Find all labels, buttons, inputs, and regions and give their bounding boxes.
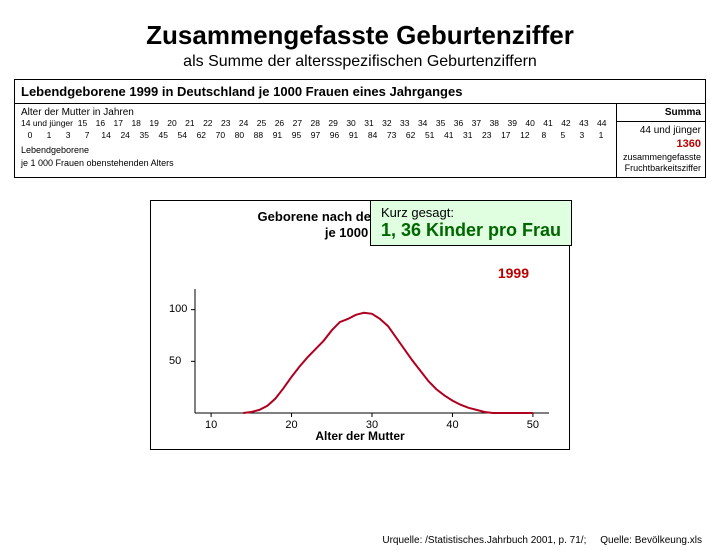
main-title: Zusammengefasste Geburtenziffer	[0, 20, 720, 51]
age-cell: 29	[325, 118, 342, 130]
age-cell: 38	[486, 118, 503, 130]
age-cell: 35	[432, 118, 449, 130]
footnote-1: Lebendgeborene	[21, 145, 610, 155]
age-cell: 20	[164, 118, 181, 130]
value-cell: 91	[268, 130, 286, 142]
value-cell: 7	[78, 130, 96, 142]
value-cell: 41	[440, 130, 458, 142]
age-cell: 22	[199, 118, 216, 130]
value-cell: 80	[230, 130, 248, 142]
value-cell: 3	[59, 130, 77, 142]
y-tick-label: 50	[169, 355, 181, 367]
age-cell: 30	[343, 118, 360, 130]
age-cell: 28	[307, 118, 324, 130]
data-table: Lebendgeborene 1999 in Deutschland je 10…	[14, 79, 706, 178]
value-cell: 1	[40, 130, 58, 142]
source-1: Urquelle: /Statistisches.Jahrbuch 2001, …	[382, 535, 586, 546]
value-cell: 96	[326, 130, 344, 142]
age-cell: 44	[593, 118, 610, 130]
value-cell: 23	[478, 130, 496, 142]
age-cell: 42	[557, 118, 574, 130]
callout-bot: 1, 36 Kinder pro Frau	[381, 220, 561, 241]
summa-label: Summa	[621, 107, 701, 118]
value-cell: 73	[383, 130, 401, 142]
sum-value: 1360	[621, 138, 701, 150]
age-cell: 23	[217, 118, 234, 130]
age-cell: 18	[128, 118, 145, 130]
chart-year: 1999	[498, 265, 529, 281]
sum-age: 44 und jünger	[621, 125, 701, 136]
value-cell: 12	[516, 130, 534, 142]
age-cell: 27	[289, 118, 306, 130]
value-cell: 62	[402, 130, 420, 142]
value-cell: 8	[535, 130, 553, 142]
age-cell: 34	[414, 118, 431, 130]
value-cell: 17	[497, 130, 515, 142]
age-cell: 37	[468, 118, 485, 130]
age-cell: 17	[110, 118, 127, 130]
source-line: Urquelle: /Statistisches.Jahrbuch 2001, …	[382, 535, 702, 546]
value-cell: 62	[192, 130, 210, 142]
subtitle: als Summe der altersspezifischen Geburte…	[0, 53, 720, 71]
value-cell: 24	[116, 130, 134, 142]
value-cell: 35	[135, 130, 153, 142]
source-2: Quelle: Bevölkeung.xls	[600, 535, 702, 546]
value-cell: 1	[592, 130, 610, 142]
callout-box: Kurz gesagt: 1, 36 Kinder pro Frau	[370, 200, 572, 246]
age-cell: 32	[378, 118, 395, 130]
sum-sub2: Fruchtbarkeitsziffer	[621, 163, 701, 174]
age-cell: 21	[181, 118, 198, 130]
table-title: Lebendgeborene 1999 in Deutschland je 10…	[15, 80, 705, 103]
value-cell: 45	[154, 130, 172, 142]
callout-top: Kurz gesagt:	[381, 205, 561, 220]
age-cell: 24	[235, 118, 252, 130]
value-cell: 95	[287, 130, 305, 142]
row-label: Alter der Mutter in Jahren	[21, 107, 610, 118]
y-tick-label: 100	[169, 303, 187, 315]
age-cell: 19	[146, 118, 163, 130]
value-cell: 70	[211, 130, 229, 142]
value-cell: 0	[21, 130, 39, 142]
values-row: 0137142435455462708088919597969184736251…	[21, 130, 610, 142]
value-cell: 3	[573, 130, 591, 142]
value-cell: 88	[249, 130, 267, 142]
value-cell: 97	[306, 130, 324, 142]
ages-row: 14 und jünger151617181920212223242526272…	[21, 118, 610, 130]
age-cell: 33	[396, 118, 413, 130]
value-cell: 14	[97, 130, 115, 142]
sum-sub1: zusammengefasste	[621, 152, 701, 163]
value-cell: 31	[459, 130, 477, 142]
age-cell: 39	[504, 118, 521, 130]
age-cell: 16	[92, 118, 109, 130]
age-cell: 41	[540, 118, 557, 130]
value-cell: 51	[421, 130, 439, 142]
value-cell: 91	[345, 130, 363, 142]
footnote-2: je 1 000 Frauen obenstehenden Alters	[21, 158, 610, 168]
age-cell: 14 und jünger	[21, 118, 73, 130]
age-cell: 36	[450, 118, 467, 130]
plot-area: 501001020304050	[195, 289, 549, 413]
age-cell: 25	[253, 118, 270, 130]
value-cell: 54	[173, 130, 191, 142]
value-cell: 5	[554, 130, 572, 142]
age-cell: 15	[74, 118, 91, 130]
value-cell: 84	[364, 130, 382, 142]
age-cell: 26	[271, 118, 288, 130]
age-cell: 43	[575, 118, 592, 130]
x-axis-label: Alter der Mutter	[151, 429, 569, 443]
age-cell: 31	[361, 118, 378, 130]
age-cell: 40	[522, 118, 539, 130]
